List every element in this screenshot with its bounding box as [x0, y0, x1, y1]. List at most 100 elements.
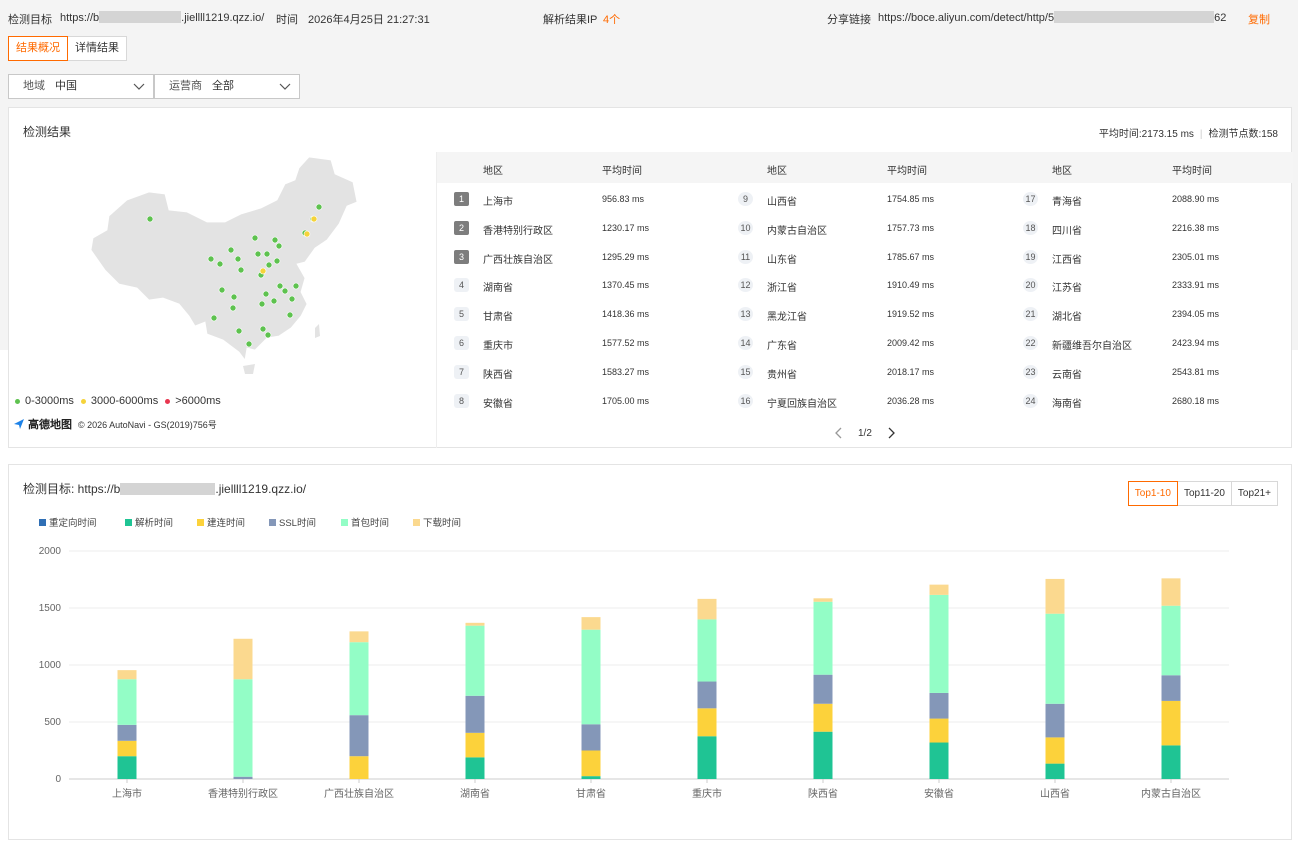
- bar-segment: [465, 695, 485, 733]
- map-node-dot-fast[interactable]: [251, 234, 259, 242]
- region-select[interactable]: 地域 中国: [8, 74, 154, 99]
- region-name: 甘肃省: [483, 312, 513, 324]
- region-select-label: 地域: [23, 80, 45, 92]
- bar-segment: [465, 757, 485, 779]
- tab-overview[interactable]: 结果概况: [8, 36, 68, 61]
- map-node-dot-fast[interactable]: [288, 295, 296, 303]
- map-node-dot-medium[interactable]: [303, 230, 311, 238]
- map-node-dot-fast[interactable]: [229, 304, 237, 312]
- rank-badge: 22: [1023, 336, 1038, 350]
- avg-time: 平均时间:2173.15 ms: [1098, 129, 1194, 140]
- avg-time-value: 2423.94 ms: [1172, 338, 1220, 348]
- map-node-dot-fast[interactable]: [146, 215, 154, 223]
- legend-dot: [15, 398, 20, 404]
- table-row: 20 江苏省 2333.91 ms: [437, 274, 1293, 296]
- map-node-dot-fast[interactable]: [262, 290, 270, 298]
- map-node-dot-fast[interactable]: [265, 261, 273, 269]
- avg-time-value: 1910.49 ms: [887, 280, 935, 291]
- map-node-dot-fast[interactable]: [245, 340, 253, 348]
- rank-badge: 1: [454, 192, 469, 206]
- legend-label[interactable]: 解析时间: [135, 517, 173, 529]
- chevron-left-icon[interactable]: [832, 426, 846, 440]
- x-tick-label: 甘肃省: [576, 787, 606, 800]
- china-map[interactable]: 0-3000ms 3000-6000ms >6000ms 高德地图 © 2026…: [9, 152, 437, 449]
- table-row: 12 浙江省 1910.49 ms: [437, 274, 1293, 296]
- map-node-dot-fast[interactable]: [216, 260, 224, 268]
- legend-label[interactable]: 下载时间: [423, 517, 461, 529]
- table-row: 24 海南省 2680.18 ms: [437, 390, 1293, 412]
- map-node-dot-fast[interactable]: [273, 257, 281, 265]
- legend-label[interactable]: SSL时间: [279, 517, 316, 529]
- bar-segment: [581, 629, 601, 725]
- map-node-dot-fast[interactable]: [271, 236, 279, 244]
- region-name: 黑龙江省: [767, 312, 807, 324]
- top11-20-button[interactable]: Top11-20: [1177, 481, 1232, 506]
- avg-time-value: 2018.17 ms: [887, 366, 935, 377]
- bar-segment: [465, 622, 485, 626]
- avg-time-value: 2009.42 ms: [887, 338, 935, 348]
- map-node-dot-fast[interactable]: [281, 287, 289, 295]
- region-name: 湖南省: [483, 283, 513, 295]
- map-node-dot-medium[interactable]: [259, 267, 267, 275]
- map-node-dot-fast[interactable]: [235, 327, 243, 335]
- table-row: 2 香港特别行政区 1230.17 ms: [437, 217, 1293, 239]
- info-bar: 检测目标 https://b .jiellll1219.qzz.io/ 时间 20…: [0, 0, 1298, 34]
- rank-badge: 5: [454, 307, 469, 322]
- ip-count-link[interactable]: 4个: [603, 14, 621, 26]
- bar-segment: [697, 681, 717, 709]
- map-node-dot-fast[interactable]: [237, 266, 245, 274]
- legend-label[interactable]: 建连时间: [207, 517, 245, 529]
- map-node-dot-fast[interactable]: [207, 255, 215, 263]
- top21-plus-button[interactable]: Top21+: [1231, 481, 1278, 506]
- table-row: 21 湖北省 2394.05 ms: [437, 303, 1293, 325]
- copy-button[interactable]: 复制: [1248, 14, 1270, 26]
- legend-label[interactable]: 首包时间: [351, 517, 389, 529]
- map-node-dot-fast[interactable]: [276, 282, 284, 290]
- bar-segment: [1045, 763, 1065, 779]
- region-name: 宁夏回族自治区: [767, 398, 837, 410]
- bar-segment: [697, 619, 717, 682]
- bar-segment: [465, 625, 485, 696]
- rank-badge: 20: [1023, 278, 1038, 293]
- map-node-dot-fast[interactable]: [292, 282, 300, 290]
- legend-swatch: [269, 519, 276, 526]
- map-node-dot-fast[interactable]: [259, 325, 267, 333]
- map-node-dot-fast[interactable]: [230, 293, 238, 301]
- avg-time-value: 1230.17 ms: [602, 222, 650, 233]
- bar-segment: [117, 724, 137, 741]
- map-node-dot-fast[interactable]: [263, 250, 271, 258]
- map-node-dot-fast[interactable]: [234, 255, 242, 263]
- carrier-select[interactable]: 运营商 全部: [154, 74, 300, 99]
- avg-time-value: 2036.28 ms: [887, 395, 935, 406]
- region-name: 安徽省: [483, 398, 513, 410]
- map-node-dot-fast[interactable]: [315, 203, 323, 211]
- map-copyright: © 2026 AutoNavi - GS(2019)756号: [78, 419, 217, 430]
- page-indicator: 1/2: [858, 427, 872, 439]
- chevron-right-icon[interactable]: [884, 426, 898, 440]
- top1-10-button[interactable]: Top1-10: [1127, 481, 1178, 506]
- table-row: 11 山东省 1785.67 ms: [437, 246, 1293, 268]
- region-name: 广东省: [767, 341, 797, 352]
- tab-details[interactable]: 详情结果: [68, 36, 127, 61]
- map-node-dot-fast[interactable]: [275, 242, 283, 250]
- bar-segment: [1045, 737, 1065, 764]
- rank-badge: 9: [738, 192, 753, 206]
- map-node-dot-medium[interactable]: [310, 215, 318, 223]
- bar-segment: [929, 594, 949, 693]
- map-node-dot-fast[interactable]: [210, 314, 218, 322]
- table-row: 22 新疆维吾尔自治区 2423.94 ms: [437, 332, 1293, 354]
- map-node-dot-fast[interactable]: [286, 311, 294, 319]
- map-node-dot-fast[interactable]: [227, 246, 235, 254]
- table-row: 7 陕西省 1583.27 ms: [437, 361, 1293, 383]
- table-row: 3 广西壮族自治区 1295.29 ms: [437, 246, 1293, 268]
- target-url[interactable]: https://b .jiellll1219.qzz.io/: [60, 11, 265, 24]
- map-node-dot-fast[interactable]: [254, 250, 262, 258]
- map-node-dot-fast[interactable]: [258, 300, 266, 308]
- legend-label[interactable]: 重定向时间: [49, 517, 97, 529]
- bar-segment: [117, 756, 137, 779]
- col-header-time: 平均时间: [1172, 166, 1212, 177]
- map-node-dot-fast[interactable]: [270, 297, 278, 305]
- map-node-dot-fast[interactable]: [264, 331, 272, 339]
- share-link[interactable]: https://boce.aliyun.com/detect/http/5 62: [878, 11, 1227, 24]
- map-node-dot-fast[interactable]: [218, 286, 226, 294]
